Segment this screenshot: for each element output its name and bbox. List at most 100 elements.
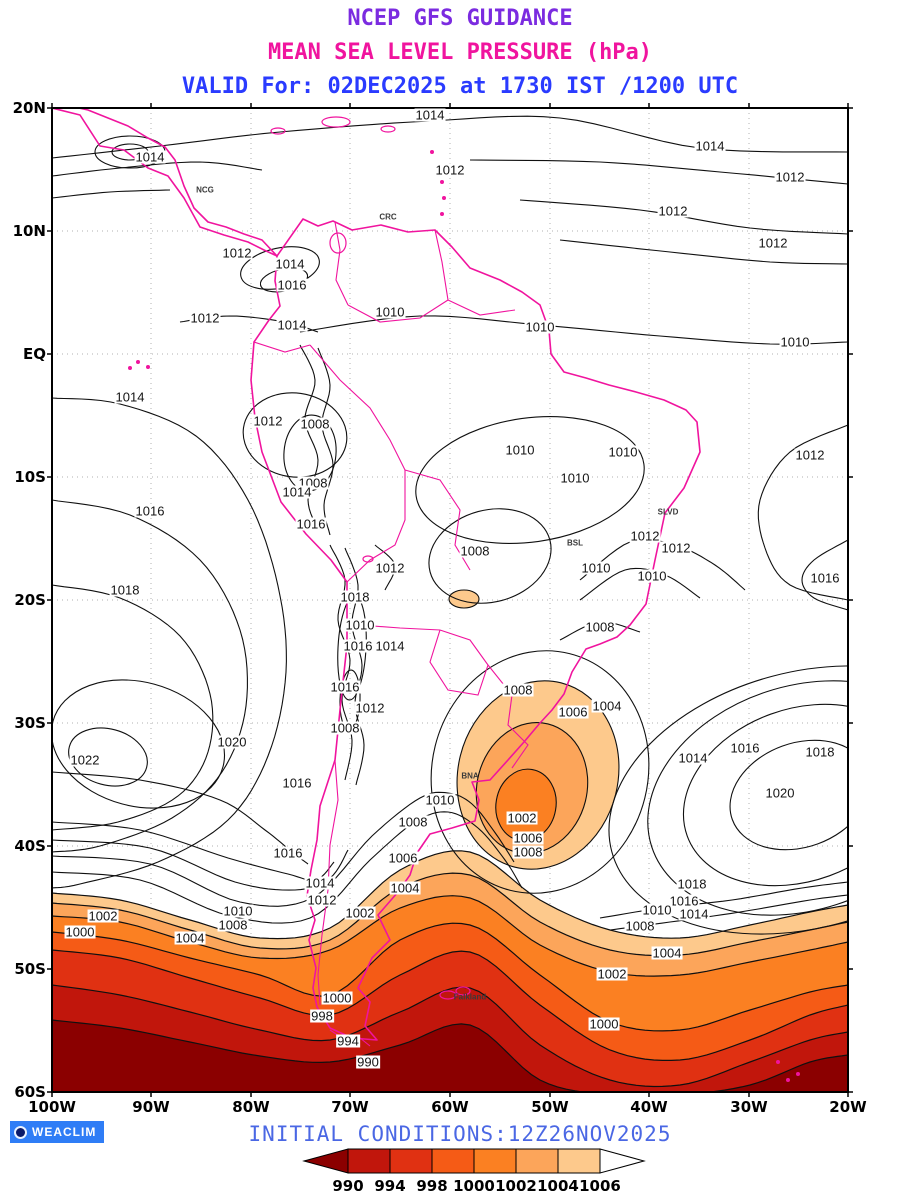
contour-ellipse [682,703,848,887]
contour-label: 1020 [764,785,796,801]
island-outline [321,116,351,128]
contour-label: 1008 [512,844,544,860]
colorbar-label: 1000 [453,1177,495,1195]
contour-label: 1012 [354,700,386,716]
contour-label: 1018 [676,876,708,892]
station-label: NCG [196,185,214,195]
contour-label: 1012 [434,162,466,178]
contour-label: 1010 [779,334,811,350]
contour-label: 1012 [657,203,689,219]
pressure-band [52,850,848,956]
lat-axis-label: 60S [14,1083,46,1101]
colorbar [302,1148,646,1174]
contour-label: 1014 [694,138,726,154]
band-contour [52,922,848,1032]
contour-label: 1008 [624,918,656,934]
colorbar-right-arrow [599,1148,646,1174]
contour-label: 1016 [342,638,374,654]
contour-label: 1010 [504,442,536,458]
colorbar-segment [431,1148,475,1174]
weaclim-logo[interactable]: WEACLIM [10,1121,105,1143]
contour-label: 1010 [222,903,254,919]
contour-label: 1008 [217,917,249,933]
weaclim-logo-text: WEACLIM [32,1125,97,1139]
pressure-band [52,923,848,1061]
lon-axis-label: 70W [331,1098,369,1116]
lon-axis-label: 80W [232,1098,270,1116]
contour-label: 1012 [221,245,253,261]
title-model: NCEP GFS GUIDANCE [347,6,573,31]
station-label: CRC [379,212,397,222]
contour-line [579,567,701,601]
contour-label: 1012 [757,235,789,251]
colorbar-label: 1002 [495,1177,537,1195]
closed-contour-layer [52,135,848,935]
station-label: Falkland [453,992,487,1002]
country-border [347,299,449,323]
contour-label: 1010 [344,617,376,633]
contour-label: 1014 [678,906,710,922]
contour-label: 1018 [109,582,141,598]
band-contour [52,1019,848,1092]
contour-line [52,584,214,831]
contour-line [344,547,365,786]
island-dot [440,212,444,216]
contour-label: 1006 [512,830,544,846]
contour-label: 1012 [774,169,806,185]
colorbar-label: 1004 [537,1177,579,1195]
contour-label: 1014 [274,256,306,272]
contour-ellipse [242,392,348,478]
contour-label: 1010 [580,560,612,576]
contour-label: 1010 [374,304,406,320]
island-dot [796,1072,800,1076]
island-dot [776,1060,780,1064]
country-border [434,229,449,301]
island-dot [146,365,150,369]
lat-axis-label: 10N [12,222,46,240]
map-header: NCEP GFS GUIDANCE MEAN SEA LEVEL PRESSUR… [20,6,900,99]
island-dot [786,1078,790,1082]
contour-label: 1016 [272,845,304,861]
contour-label: 1012 [794,447,826,463]
contour-label: 1006 [387,850,419,866]
contour-label: 1016 [668,893,700,909]
lat-axis-label: 10S [14,468,46,486]
contour-label: 1020 [216,734,248,750]
contour-label: 1014 [276,317,308,333]
colorbar-label: 994 [374,1177,406,1195]
weaclim-logo-icon [14,1125,27,1139]
contour-line [52,791,515,907]
contour-label: 1008 [329,720,361,736]
contour-label: 1016 [134,503,166,519]
lon-axis-label: 100W [28,1098,76,1116]
contour-label: 1016 [809,570,841,586]
contour-line [52,397,287,889]
title-valid-time: VALID For: 02DEC2025 at 1730 IST /1200 U… [181,74,739,99]
initial-conditions-text: INITIAL CONDITIONS:12Z26NOV2025 [248,1122,672,1146]
contour-label: 1014 [281,484,313,500]
island-outline [455,986,471,996]
contour-label: 1006 [557,704,589,720]
pressure-fill-layer [52,589,848,1092]
contour-label: 1014 [414,107,446,123]
contour-label: 994 [336,1033,360,1049]
map-plot-area [52,108,848,1092]
band-contour [52,872,848,957]
station-label: BNA [461,771,479,781]
contour-ellipse [647,680,848,916]
island-dot [136,360,140,364]
contour-ellipse [729,739,848,851]
title-field: MEAN SEA LEVEL PRESSURE (hPa) [267,40,653,65]
island-dot [442,196,446,200]
contour-label: 1002 [596,966,628,982]
country-borders [253,221,529,1047]
contour-label: 1012 [189,310,221,326]
country-border [429,629,489,696]
country-border [334,221,349,306]
contour-label: 1004 [591,698,623,714]
island-outline [329,232,347,254]
lon-axis-label: 20W [829,1098,867,1116]
